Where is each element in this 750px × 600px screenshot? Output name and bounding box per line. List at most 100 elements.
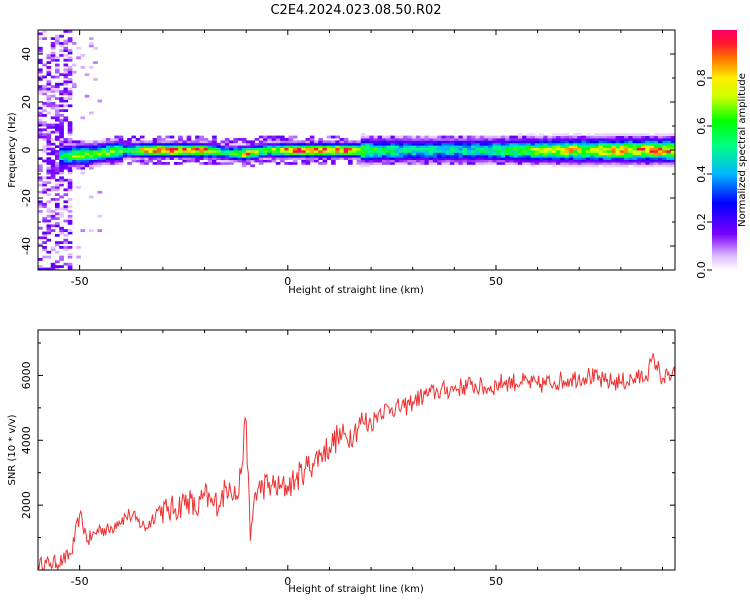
heat-cell xyxy=(161,152,166,156)
heat-cell xyxy=(458,135,464,139)
x-tick-label: 0 xyxy=(284,575,291,588)
heat-cell xyxy=(432,157,438,160)
heat-cell xyxy=(394,154,400,158)
heat-cell xyxy=(182,152,188,156)
heat-cell xyxy=(318,142,323,146)
heat-cell xyxy=(522,154,527,158)
heat-cell xyxy=(505,162,510,165)
heat-cell xyxy=(666,147,672,151)
heat-cell xyxy=(42,248,47,252)
heat-cell xyxy=(500,162,506,165)
heat-cell xyxy=(590,138,595,141)
heat-cell xyxy=(653,159,659,163)
heat-cell xyxy=(364,162,370,165)
heat-cell xyxy=(492,154,498,158)
heat-cell xyxy=(67,58,73,62)
heat-cell xyxy=(50,166,56,170)
heat-cell xyxy=(658,142,663,146)
heat-cell xyxy=(173,145,179,148)
heat-cell xyxy=(560,133,565,136)
heat-cell xyxy=(568,138,574,141)
heat-cell xyxy=(190,147,196,151)
heat-cell xyxy=(377,145,383,148)
heat-cell xyxy=(309,138,315,141)
heat-cell xyxy=(356,159,362,163)
heat-cell xyxy=(369,154,374,158)
heat-cell xyxy=(594,135,599,139)
heat-cell xyxy=(445,140,451,144)
heat-cell xyxy=(539,162,544,165)
heat-cell xyxy=(305,147,311,151)
heat-cell xyxy=(54,207,60,211)
heat-cell xyxy=(339,145,345,148)
heat-cell xyxy=(428,157,434,160)
heat-cell xyxy=(59,133,64,136)
heat-cell xyxy=(441,150,447,153)
colorbar-gradient xyxy=(712,30,737,270)
heat-cell xyxy=(46,66,52,69)
heat-cell xyxy=(54,90,60,93)
heat-cell xyxy=(335,135,340,139)
heat-cell xyxy=(38,118,43,122)
heat-cell xyxy=(233,157,238,160)
heat-cell xyxy=(190,157,196,160)
heat-cell xyxy=(203,150,209,153)
heat-cell xyxy=(398,147,404,151)
heat-cell xyxy=(488,150,493,153)
heat-cell xyxy=(445,150,451,153)
heat-cell xyxy=(229,157,234,160)
heat-cell xyxy=(97,150,103,153)
heat-cell xyxy=(59,114,64,117)
heat-cell xyxy=(454,142,459,146)
heat-cell xyxy=(93,147,98,151)
heat-cell xyxy=(267,138,272,141)
heat-cell xyxy=(488,157,493,160)
heat-cell xyxy=(539,157,544,160)
heat-cell xyxy=(263,152,268,156)
heat-cell xyxy=(67,162,73,165)
heat-cell xyxy=(46,224,52,228)
heat-cell xyxy=(619,159,625,163)
heat-cell xyxy=(182,150,188,153)
heat-cell xyxy=(653,142,659,146)
heat-cell xyxy=(54,126,60,129)
heat-cell xyxy=(415,147,421,151)
heat-cell xyxy=(59,255,64,259)
heat-cell xyxy=(386,162,391,165)
colorbar-ticks: 0.00.20.40.60.8 xyxy=(695,69,712,279)
heat-cell xyxy=(377,150,383,153)
heat-cell xyxy=(292,154,298,158)
heat-cell xyxy=(488,147,493,151)
heat-cell xyxy=(54,34,60,38)
heat-cell xyxy=(424,138,430,141)
heat-cell xyxy=(386,135,391,139)
heat-cell xyxy=(551,162,557,165)
heat-cell xyxy=(203,142,209,146)
heat-cell xyxy=(59,147,64,151)
heat-cell xyxy=(182,140,188,144)
heat-cell xyxy=(63,39,69,43)
heat-cell xyxy=(369,162,374,165)
heat-cell xyxy=(54,250,60,254)
heat-cell xyxy=(539,150,544,153)
heat-cell xyxy=(182,147,188,151)
heat-cell xyxy=(364,164,370,168)
heat-cell xyxy=(496,162,502,165)
heat-cell xyxy=(63,166,69,170)
heat-cell xyxy=(131,145,137,148)
heat-cell xyxy=(615,140,621,144)
heat-cell xyxy=(54,82,60,86)
heat-cell xyxy=(479,159,485,163)
heat-cell xyxy=(390,150,396,153)
heat-cell xyxy=(144,162,149,165)
heat-cell xyxy=(543,159,548,163)
heat-cell xyxy=(63,219,69,223)
heat-cell xyxy=(526,157,532,160)
heat-cell xyxy=(428,150,434,153)
heat-cell xyxy=(139,159,145,163)
heat-cell xyxy=(131,152,137,156)
heat-cell xyxy=(556,154,561,158)
heat-cell xyxy=(173,162,179,165)
heat-cell xyxy=(97,147,103,151)
heat-cell xyxy=(241,162,247,165)
